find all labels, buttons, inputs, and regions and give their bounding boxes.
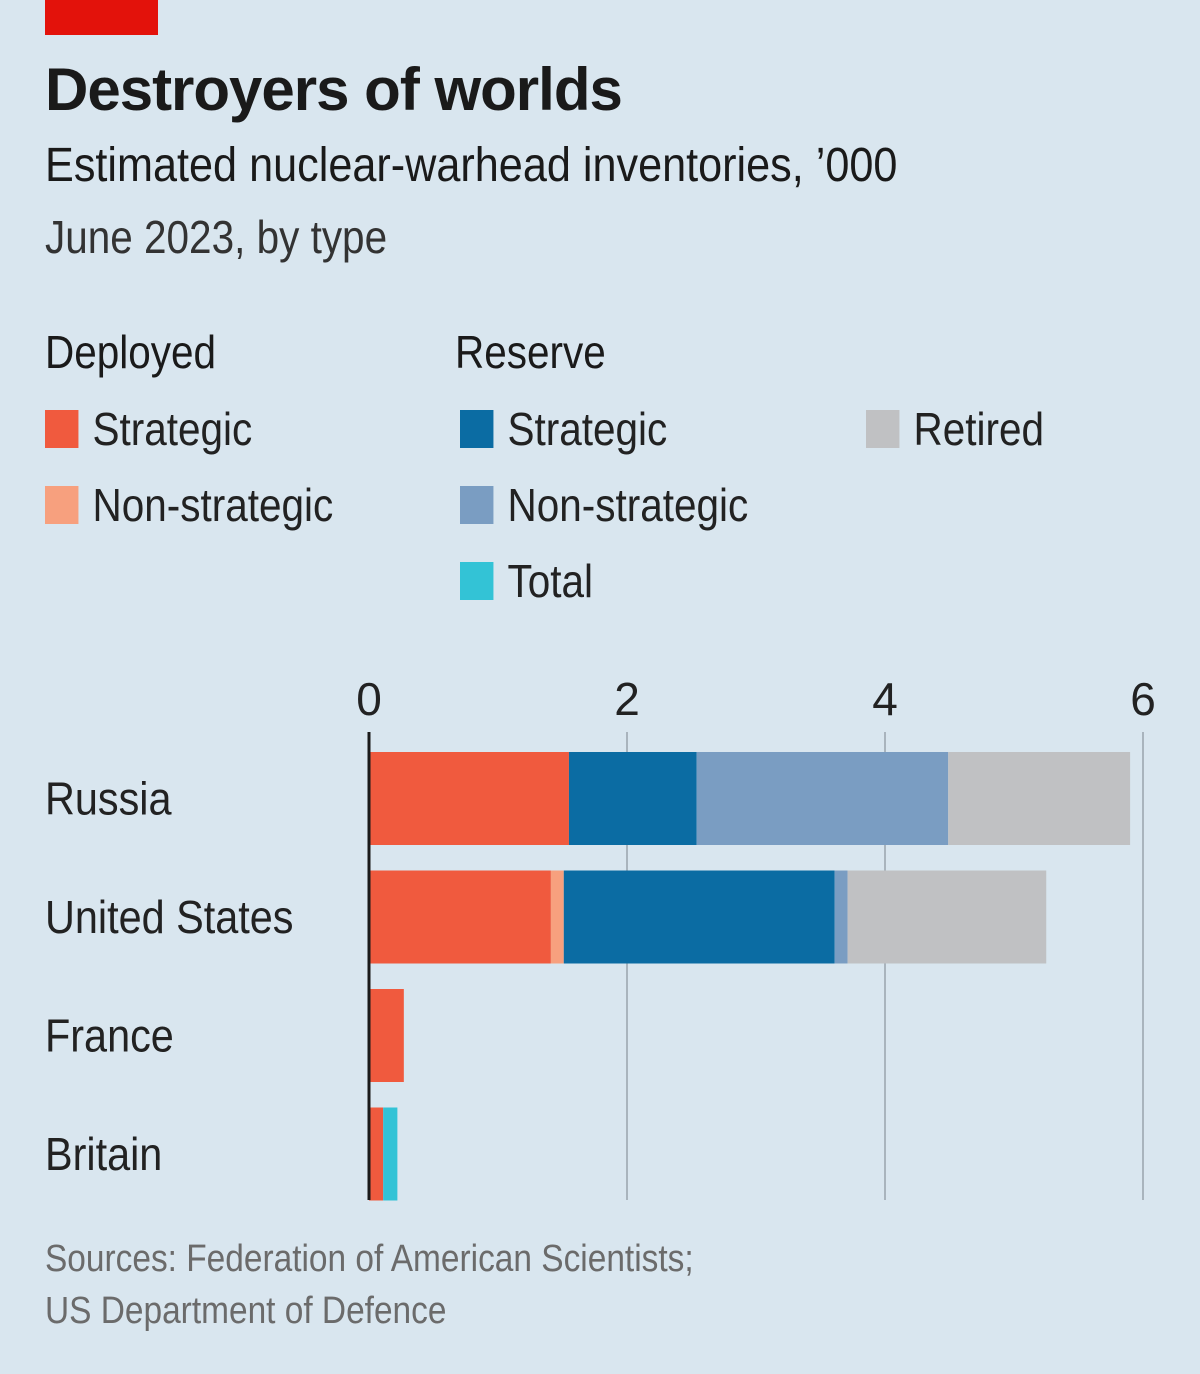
bar-segment bbox=[563, 870, 835, 964]
legend-item-reserve-strategic: Strategic bbox=[460, 402, 667, 456]
legend-item-retired: Retired bbox=[866, 402, 1044, 456]
legend-swatch bbox=[460, 410, 494, 448]
x-tick-label: 6 bbox=[1130, 673, 1156, 725]
legend-heading-deployed: Deployed bbox=[45, 326, 217, 378]
legend-label: Total bbox=[507, 555, 594, 607]
legend-item-reserve-total: Total bbox=[460, 554, 593, 608]
bar-segment bbox=[369, 752, 569, 845]
legend-swatch bbox=[45, 410, 79, 448]
legend-heading-reserve: Reserve bbox=[455, 326, 606, 378]
bar-segment bbox=[696, 752, 949, 845]
legend-item-reserve-nonstrategic: Non-strategic bbox=[460, 478, 748, 532]
chart-title: Destroyers of worlds bbox=[45, 56, 623, 123]
bar-segment bbox=[369, 989, 404, 1082]
bar-segment bbox=[369, 1107, 384, 1201]
bar-segment bbox=[568, 752, 697, 845]
x-tick-label: 4 bbox=[872, 673, 898, 725]
legend-label: Strategic bbox=[507, 403, 668, 455]
bar-segment bbox=[369, 870, 551, 964]
legend-item-deployed-strategic: Strategic bbox=[45, 402, 252, 456]
legend-swatch bbox=[45, 486, 79, 524]
bar-segment bbox=[834, 870, 848, 964]
bar-segment bbox=[948, 752, 1131, 845]
chart-subtitle: Estimated nuclear-warhead inventories, ’… bbox=[45, 139, 898, 192]
sources-line-2: US Department of Defence bbox=[45, 1290, 447, 1332]
bar-segment bbox=[550, 870, 564, 964]
legend-label: Retired bbox=[913, 403, 1045, 455]
x-tick-label: 0 bbox=[356, 673, 382, 725]
legend-item-deployed-nonstrategic: Non-strategic bbox=[45, 478, 333, 532]
category-label: France bbox=[45, 1011, 174, 1063]
legend-swatch bbox=[460, 486, 494, 524]
category-label: Russia bbox=[45, 774, 172, 826]
brand-tag bbox=[45, 0, 158, 35]
bar-segment bbox=[847, 870, 1047, 964]
legend-swatch bbox=[866, 410, 900, 448]
legend-swatch bbox=[460, 562, 494, 600]
sources-line-1: Sources: Federation of American Scientis… bbox=[45, 1238, 694, 1280]
category-label: United States bbox=[45, 892, 293, 944]
legend-label: Strategic bbox=[92, 403, 253, 455]
legend-label: Non-strategic bbox=[507, 479, 749, 531]
category-label: Britain bbox=[45, 1129, 162, 1181]
bar-segment bbox=[383, 1107, 398, 1201]
x-tick-label: 2 bbox=[614, 673, 640, 725]
legend-label: Non-strategic bbox=[92, 479, 334, 531]
date-note: June 2023, by type bbox=[45, 211, 388, 263]
